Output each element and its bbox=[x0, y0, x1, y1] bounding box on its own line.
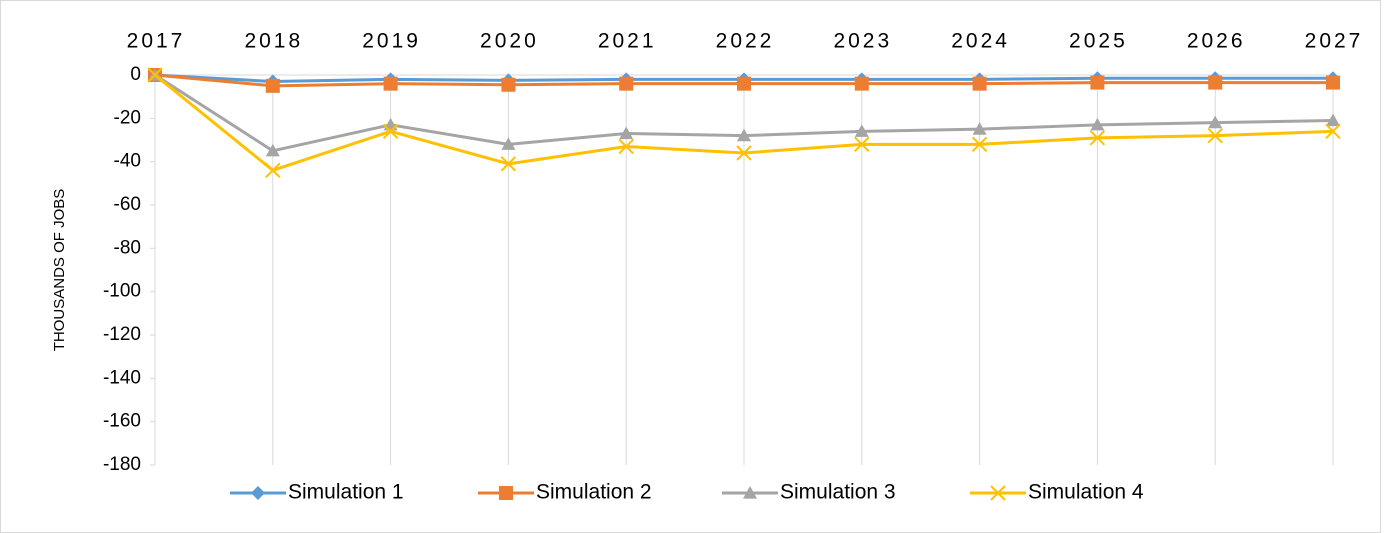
legend-label: Simulation 3 bbox=[780, 481, 896, 504]
data-point bbox=[1326, 113, 1340, 127]
data-point bbox=[619, 76, 634, 91]
x-tick-label: 2020 bbox=[480, 30, 539, 53]
data-point bbox=[501, 77, 516, 92]
x-tick-label: 2027 bbox=[1305, 30, 1364, 53]
data-point bbox=[1325, 123, 1341, 140]
data-point bbox=[1089, 130, 1106, 146]
data-point bbox=[147, 67, 163, 83]
legend-label: Simulation 2 bbox=[536, 481, 652, 504]
y-tick-label: -60 bbox=[114, 194, 141, 215]
y-tick-label: -40 bbox=[114, 151, 141, 172]
y-tick-label: -160 bbox=[103, 411, 141, 432]
legend-marker bbox=[499, 486, 513, 500]
data-point bbox=[265, 78, 280, 93]
x-tick-label: 2018 bbox=[244, 30, 303, 53]
y-tick-label: -120 bbox=[103, 324, 141, 345]
x-tick-label: 2024 bbox=[951, 30, 1010, 53]
y-tick-label: -20 bbox=[114, 107, 141, 128]
legend-marker bbox=[251, 486, 265, 500]
x-tick-label: 2019 bbox=[362, 30, 421, 53]
data-point bbox=[501, 137, 516, 150]
y-tick-label: -100 bbox=[103, 281, 141, 302]
data-point bbox=[383, 76, 398, 91]
x-tick-label: 2021 bbox=[598, 30, 657, 53]
data-point bbox=[265, 143, 280, 157]
data-point bbox=[854, 76, 869, 91]
data-point bbox=[737, 76, 751, 91]
legend-marker bbox=[990, 485, 1006, 501]
data-point bbox=[736, 145, 752, 161]
data-point bbox=[854, 136, 870, 153]
data-point bbox=[265, 162, 281, 179]
y-tick-label: -140 bbox=[103, 367, 141, 388]
y-tick-label: 0 bbox=[130, 64, 141, 85]
data-point bbox=[500, 156, 517, 172]
data-point bbox=[618, 138, 634, 155]
legend-label: Simulation 1 bbox=[288, 481, 404, 504]
x-tick-label: 2017 bbox=[127, 30, 186, 53]
data-point bbox=[1090, 117, 1105, 131]
data-point bbox=[1326, 75, 1340, 90]
data-point bbox=[972, 122, 987, 135]
x-tick-label: 2022 bbox=[716, 30, 775, 53]
data-point bbox=[971, 136, 988, 153]
data-point bbox=[737, 128, 751, 142]
data-point bbox=[382, 123, 399, 140]
data-point bbox=[1208, 75, 1223, 90]
legend-marker bbox=[743, 486, 757, 499]
data-point bbox=[619, 126, 634, 140]
data-point bbox=[1208, 115, 1223, 129]
data-point bbox=[854, 124, 869, 137]
y-axis-label: THOUSANDS OF JOBS bbox=[51, 189, 68, 352]
x-tick-label: 2025 bbox=[1069, 30, 1128, 53]
y-tick-label: -180 bbox=[103, 454, 141, 475]
x-tick-label: 2023 bbox=[833, 30, 892, 53]
legend-label: Simulation 4 bbox=[1028, 481, 1144, 504]
y-tick-label: -80 bbox=[114, 237, 141, 258]
data-point bbox=[972, 76, 987, 91]
x-tick-label: 2026 bbox=[1187, 30, 1246, 53]
data-point bbox=[1090, 75, 1105, 90]
data-point bbox=[1207, 127, 1223, 144]
